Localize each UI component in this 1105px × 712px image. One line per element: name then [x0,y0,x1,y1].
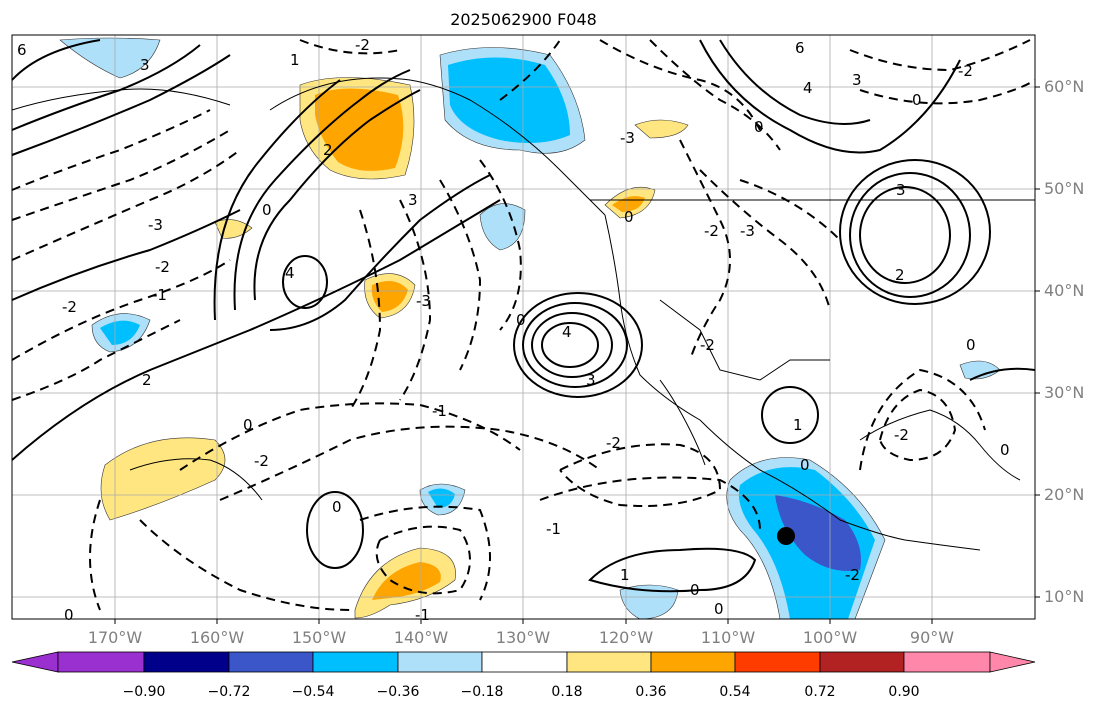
map-title: 2025062900 F048 [450,10,597,29]
contour-label: -1 [432,402,447,420]
colorbar-tick: −0.36 [376,684,420,700]
lon-label: 150°W [291,628,347,647]
contour-label: -3 [416,292,431,310]
colorbar-tick: 0.72 [804,684,836,700]
lat-label: 20°N [1044,485,1085,504]
colorbar-tick: 0.18 [551,684,583,700]
contour-label: -2 [254,452,269,470]
contour-label: 3 [586,371,596,389]
contour-label: -2 [894,426,909,444]
contour-label: 0 [1000,441,1010,459]
contour-label: 4 [285,264,295,282]
contour-label: -2 [704,222,719,240]
positive-contours [11,39,1036,593]
contour-label: -1 [546,520,561,538]
colorbar-tick: −0.90 [122,684,166,700]
coastlines [11,77,1035,551]
contour-label: -2 [700,336,715,354]
lat-label: 60°N [1044,77,1085,96]
lat-label: 10°N [1044,587,1085,606]
colorbar-seg [903,651,991,673]
contour-label: 3 [852,71,862,89]
contour-label: -2 [155,258,170,276]
colorbar-tick: −0.54 [291,684,335,700]
lon-label: 120°W [598,628,654,647]
contour-label: 1 [620,566,630,584]
contour-label: 0 [754,118,764,136]
contour-label: 4 [562,323,572,341]
lon-label: 110°W [700,628,756,647]
lon-label: 130°W [495,628,551,647]
contour-label: 3 [140,56,150,74]
contour-label: 0 [714,600,724,618]
colorbar-seg [312,651,399,673]
contour-label: 2 [142,371,152,389]
contour-label: 0 [690,581,700,599]
lat-label: 40°N [1044,281,1085,300]
colorbar-tick: −0.18 [460,684,504,700]
contour-label: -3 [148,216,163,234]
contour-label: 2 [323,141,333,159]
contour-labels: 6 3 1 -2 2 0 4 3 -3 -2 -1 -2 2 4 3 0 -3 … [17,36,1010,624]
lat-label: 30°N [1044,383,1085,402]
lon-label: 140°W [393,628,449,647]
colorbar-seg [650,651,736,673]
contour-label: -3 [620,129,635,147]
contour-label: 3 [896,181,906,199]
colorbar-seg [11,651,59,673]
contour-label: -1 [415,606,430,624]
colorbar-seg [397,651,483,673]
contour-label: 0 [243,416,253,434]
colorbar-seg [228,651,314,673]
contour-label: -3 [740,222,755,240]
colorbar-seg [734,651,821,673]
contour-label: 0 [262,201,272,219]
colorbar-seg [989,651,1036,673]
contour-label: 1 [290,51,300,69]
location-marker [777,527,795,545]
lon-label: 160°W [189,628,245,647]
contour-label: 6 [795,39,805,57]
colorbar-tick: 0.54 [719,684,751,700]
lon-label: 90°W [909,628,955,647]
colorbar-seg [566,651,652,673]
colorbar-seg [143,651,230,673]
contour-label: 0 [64,606,74,624]
contour-label: -1 [152,286,167,304]
contour-label: 6 [17,41,27,59]
contour-label: 0 [332,498,342,516]
contour-label: 3 [408,191,418,209]
colorbar-tick: −0.72 [207,684,251,700]
contour-label: 1 [793,416,803,434]
contour-label: 0 [800,456,810,474]
contour-label: -2 [845,566,860,584]
colorbar-tick: 0.90 [888,684,920,700]
colorbar-tick: 0.36 [635,684,667,700]
lon-label: 170°W [87,628,143,647]
lon-label: 100°W [802,628,858,647]
contour-label: 0 [912,91,922,109]
shaded-anomalies [59,37,1001,620]
contour-label: 0 [966,336,976,354]
lat-label: 50°N [1044,179,1085,198]
contour-label: -2 [606,434,621,452]
contour-label: -2 [958,62,973,80]
contour-label: -2 [62,298,77,316]
contour-label: 4 [803,79,813,97]
contour-label: 0 [624,208,634,226]
contour-label: 0 [516,311,526,329]
colorbar-seg [481,651,568,673]
gridlines [12,35,1035,619]
negative-contours [11,39,1036,611]
colorbar [11,651,1036,673]
colorbar-seg [819,651,905,673]
contour-label: -2 [355,36,370,54]
colorbar-seg [57,651,145,673]
contour-label: 2 [895,266,905,284]
